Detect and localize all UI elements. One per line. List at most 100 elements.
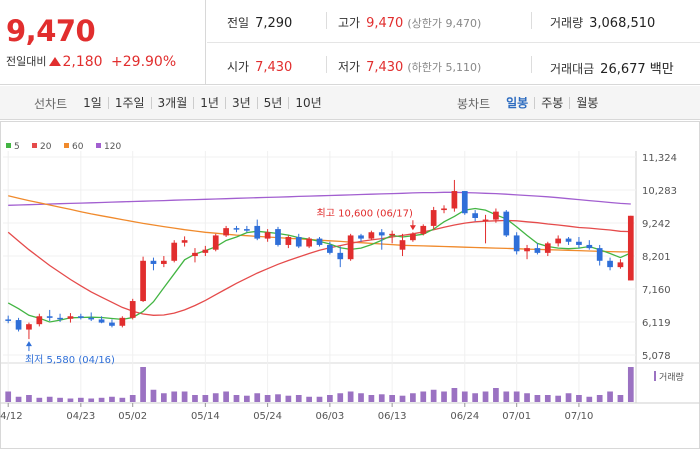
candle-body (98, 319, 105, 323)
candle-body (534, 248, 541, 253)
line-tab-0[interactable]: 1일 (83, 96, 102, 110)
ma20-line (7, 219, 631, 316)
candle-body (5, 319, 12, 321)
stats-divider (207, 42, 700, 43)
volume-bar (67, 398, 74, 402)
volume-bar (129, 395, 136, 402)
low-label: 저가 (338, 60, 361, 74)
high-arrow-head (409, 225, 416, 231)
line-tab-5[interactable]: 5년 (256, 97, 289, 109)
volume-label: 거래량 (550, 16, 584, 30)
open-label: 시가 (227, 60, 250, 74)
volume-bar (617, 395, 624, 402)
volume-bar (565, 393, 572, 402)
candle-body (596, 248, 603, 261)
x-tick-label: 04/23 (66, 411, 95, 422)
up-arrow-icon (49, 57, 62, 66)
high-annotation: 최고 10,600 (06/17) (317, 207, 413, 219)
chart-canvas[interactable]: 11,324 10,283 9,242 8,201 7,160 6,119 5,078 04/… (0, 121, 700, 450)
current-price: 9,470 (6, 14, 96, 48)
volume-bar (98, 397, 105, 402)
volume-bar (596, 395, 603, 402)
volume-bar (358, 393, 364, 402)
legend-swatch (6, 143, 11, 148)
candle-body (295, 237, 302, 247)
volume-bar (212, 393, 219, 402)
prev-close-value: 7,290 (255, 16, 293, 31)
candle-tab-2[interactable]: 월봉 (569, 97, 604, 109)
candle-body (77, 316, 84, 318)
candle-body (347, 235, 354, 260)
candle-tab-0[interactable]: 일봉 (506, 96, 529, 110)
legend-swatch (32, 143, 37, 148)
volume-bar (441, 391, 447, 402)
legend-label: 5 (14, 142, 20, 152)
candle-body (57, 317, 63, 320)
prev-close-label: 전일 (227, 16, 250, 30)
amount-stat: 거래대금 26,677 백만 (550, 58, 674, 77)
open-price: 시가 7,430 (227, 58, 292, 75)
high-value: 9,470 (366, 16, 404, 31)
x-tick-label: 04/12 (0, 411, 23, 422)
candle-body (337, 252, 344, 260)
stats-separator (326, 56, 327, 73)
volume-bar (46, 396, 53, 402)
volume-bar (109, 396, 115, 402)
volume-bar (26, 395, 32, 402)
low-price: 저가 7,430 (하한가 5,110) (338, 58, 481, 75)
candle-body (140, 260, 146, 302)
candle-body (285, 237, 292, 245)
candle-body (160, 260, 167, 264)
candle-body (275, 229, 281, 245)
line-tab-3[interactable]: 1년 (193, 97, 225, 109)
x-tick-label: 05/02 (118, 411, 147, 422)
volume-bar (534, 395, 541, 402)
x-tick-label: 06/03 (315, 411, 344, 422)
volume-bar (5, 391, 12, 402)
low-annotation: 최저 5,580 (04/16) (25, 354, 115, 366)
legend-label: 20 (40, 142, 52, 152)
candle-body (15, 320, 22, 330)
volume-bar (202, 395, 209, 402)
line-tab-4[interactable]: 3년 (224, 97, 257, 109)
candle-body (223, 228, 229, 236)
candle-body (212, 235, 219, 250)
line-tab-1[interactable]: 1주일 (107, 97, 151, 109)
low-value: 7,430 (366, 60, 404, 75)
quote-header: 9,470 전일대비 2,180 +29.90% 전일 7,290 고가 9,470(… (0, 0, 700, 85)
chart-tabs-bar: 선차트 1일 1주일 3개월 1년 3년 5년 10년 봉차트 일봉 주봉 월봉 (0, 86, 700, 120)
candle-tab-1[interactable]: 주봉 (534, 97, 569, 109)
volume-bar (160, 393, 167, 402)
y-tick-label: 7,160 (642, 285, 671, 296)
candle-body (430, 210, 437, 226)
stock-chart[interactable]: 11,324 10,283 9,242 8,201 7,160 6,119 5,078 04/… (0, 121, 700, 450)
volume-bar (503, 391, 510, 402)
change-label: 전일대비 (6, 55, 47, 68)
candle-body (441, 208, 447, 211)
volume-bar (493, 388, 499, 402)
x-tick-label: 07/01 (502, 411, 531, 422)
volume-bar (275, 394, 281, 402)
x-tick-label: 05/24 (253, 411, 282, 422)
prev-close: 전일 7,290 (227, 14, 292, 31)
volume-bar (513, 391, 520, 402)
volume-bar (181, 391, 188, 402)
line-tab-6[interactable]: 10년 (288, 97, 327, 109)
line-tab-2[interactable]: 3개월 (150, 97, 194, 109)
volume-bar (36, 397, 43, 402)
y-tick-label: 5,078 (642, 351, 671, 362)
candle-body (378, 232, 385, 236)
candle-body (399, 240, 406, 250)
y-tick-label: 8,201 (642, 252, 671, 263)
amount-value: 26,677 백만 (600, 62, 674, 77)
volume-value: 3,068,510 (589, 16, 656, 31)
high-price: 고가 9,470 (상한가 9,470) (338, 14, 481, 31)
candle-body (461, 191, 468, 214)
candle-body (88, 317, 95, 320)
volume-bar (316, 396, 323, 402)
volume-bar (420, 391, 427, 402)
candle-body (233, 228, 240, 230)
candle-body (192, 252, 198, 257)
volume-bar (399, 395, 406, 402)
y-tick-label: 9,242 (642, 219, 671, 230)
